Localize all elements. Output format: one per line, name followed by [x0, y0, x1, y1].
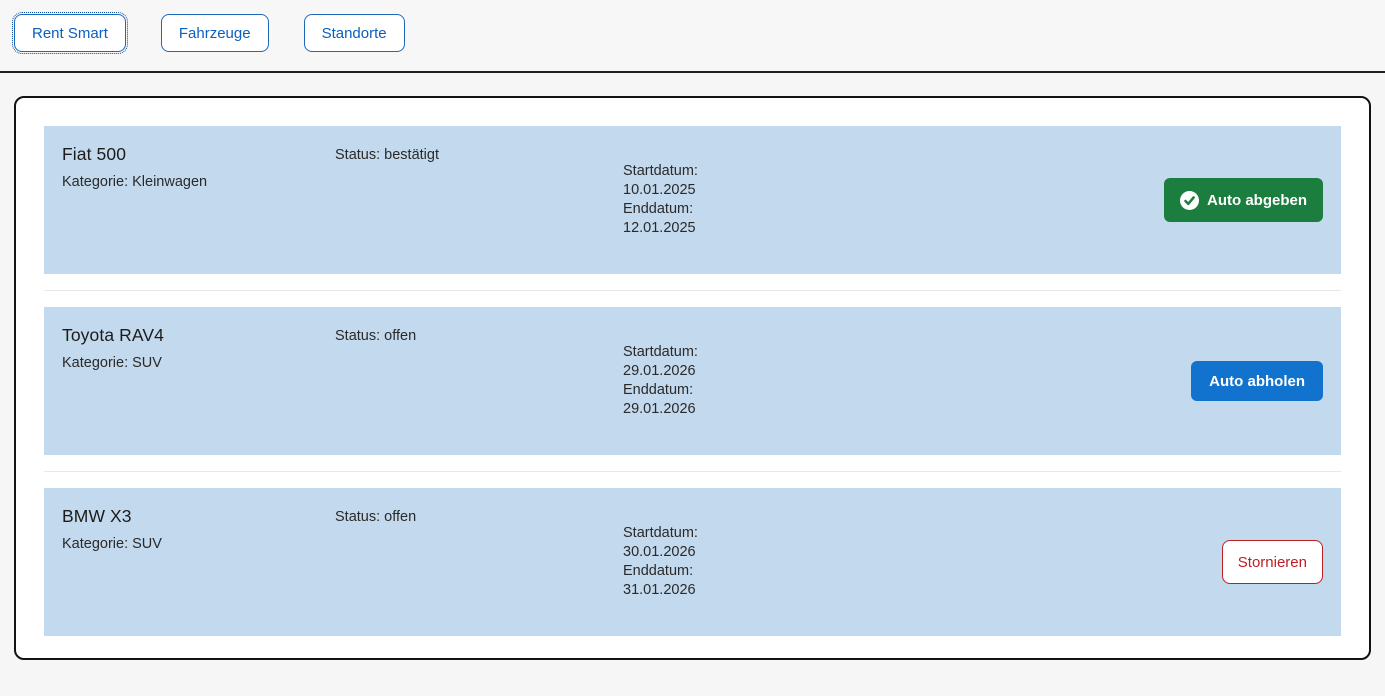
vehicle-category: Kategorie: SUV [62, 355, 162, 371]
start-date-value: 30.01.2026 [623, 544, 696, 560]
vehicle-info: Toyota RAV4 Kategorie: SUV [62, 307, 335, 455]
end-date-value: 12.01.2025 [623, 220, 696, 236]
start-date-label: Startdatum: [623, 344, 698, 360]
booking-card: BMW X3 Kategorie: SUV Status: offen Star… [44, 488, 1341, 636]
end-date-label: Enddatum: [623, 201, 694, 217]
booking-action: Auto abgeben [1164, 178, 1323, 222]
nav-button-fahrzeuge[interactable]: Fahrzeuge [160, 14, 269, 52]
booking-dates: Startdatum: 30.01.2026 Enddatum: 31.01.2… [623, 524, 1222, 600]
booking-card: Toyota RAV4 Kategorie: SUV Status: offen… [44, 307, 1341, 455]
nav-button-standorte[interactable]: Standorte [303, 14, 405, 52]
pickup-car-button[interactable]: Auto abholen [1191, 361, 1323, 401]
end-date-value: 29.01.2026 [623, 401, 696, 417]
booking-status: Status: offen [335, 328, 417, 344]
booking-action: Auto abholen [1191, 361, 1323, 401]
return-car-button-label: Auto abgeben [1207, 191, 1307, 209]
booking-status: Status: bestätigt [335, 147, 439, 163]
cancel-booking-button[interactable]: Stornieren [1221, 540, 1323, 584]
booking-status: Status: offen [335, 509, 417, 525]
card-separator [44, 471, 1341, 472]
vehicle-name: Fiat 500 [62, 144, 127, 164]
booking-dates: Startdatum: 29.01.2026 Enddatum: 29.01.2… [623, 343, 1191, 419]
vehicle-name: Toyota RAV4 [62, 325, 164, 345]
nav-button-rent-smart[interactable]: Rent Smart [12, 12, 128, 54]
start-date-value: 10.01.2025 [623, 182, 696, 198]
booking-dates: Startdatum: 10.01.2025 Enddatum: 12.01.2… [623, 162, 1164, 238]
return-car-button[interactable]: Auto abgeben [1164, 178, 1323, 222]
vehicle-info: Fiat 500 Kategorie: Kleinwagen [62, 126, 335, 274]
card-separator [44, 290, 1341, 291]
booking-card: Fiat 500 Kategorie: Kleinwagen Status: b… [44, 126, 1341, 274]
vehicle-info: BMW X3 Kategorie: SUV [62, 488, 335, 636]
check-circle-icon [1180, 190, 1199, 210]
start-date-label: Startdatum: [623, 525, 698, 541]
end-date-label: Enddatum: [623, 563, 694, 579]
vehicle-category: Kategorie: Kleinwagen [62, 174, 208, 190]
end-date-label: Enddatum: [623, 382, 694, 398]
vehicle-name: BMW X3 [62, 506, 132, 526]
start-date-value: 29.01.2026 [623, 363, 696, 379]
end-date-value: 31.01.2026 [623, 582, 696, 598]
start-date-label: Startdatum: [623, 163, 698, 179]
booking-action: Stornieren [1221, 540, 1323, 584]
vehicle-category: Kategorie: SUV [62, 536, 162, 552]
bookings-panel: Fiat 500 Kategorie: Kleinwagen Status: b… [14, 96, 1371, 660]
top-navigation-bar: Rent Smart Fahrzeuge Standorte [0, 0, 1385, 73]
